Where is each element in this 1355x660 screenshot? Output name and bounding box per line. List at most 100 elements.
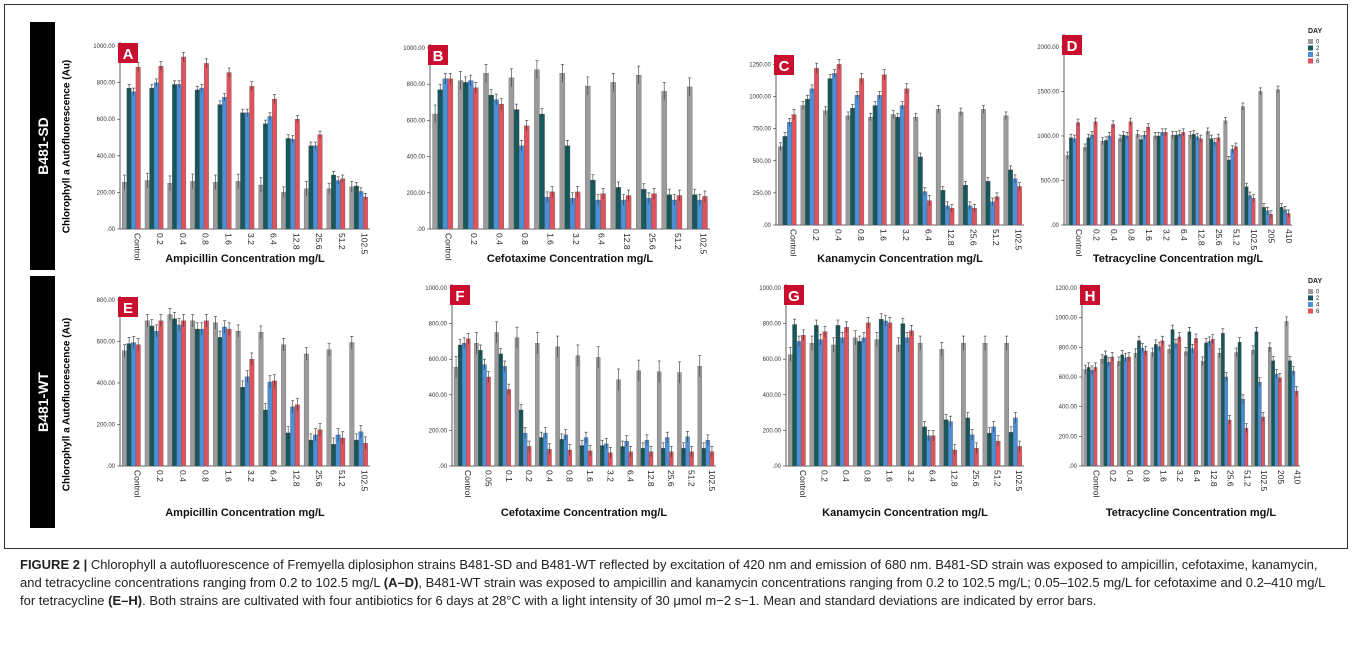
y-tick-label: 1000.00 [93, 44, 115, 50]
bar-e-day4 [244, 376, 250, 467]
bar-e-day4 [176, 324, 182, 467]
bar-b-day0 [661, 91, 667, 230]
legend-swatch [1308, 295, 1313, 301]
panel-label: E [123, 300, 133, 317]
panel-label-box [118, 297, 138, 317]
bar-g-day4 [883, 320, 888, 467]
bar-c-day2 [805, 98, 810, 226]
bar-h-day6 [1110, 356, 1115, 467]
bar-b-day0 [432, 113, 438, 230]
legend-entry: 2 [1316, 296, 1320, 302]
bar-g-day0 [1004, 343, 1010, 467]
bar-d-day6 [1093, 121, 1098, 226]
bar-c-day0 [823, 110, 829, 226]
x-tick-label: 1.6 [878, 229, 888, 241]
bar-b-day4 [468, 80, 474, 230]
bar-d-day0 [1065, 155, 1070, 226]
bar-e-day6 [181, 320, 187, 467]
bar-g-day0 [874, 339, 880, 467]
bar-d-day6 [1076, 122, 1080, 226]
x-tick-label: 51.2 [687, 470, 697, 487]
bar-e-day6 [249, 358, 255, 467]
bar-a-day6 [203, 63, 209, 230]
x-tick-label: 12.8 [646, 470, 656, 487]
bar-d-day0 [1258, 91, 1263, 226]
bar-b-day0 [483, 73, 489, 230]
bar-h-day4 [1174, 343, 1178, 467]
bar-h-day2 [1137, 340, 1141, 467]
bar-g-day4 [796, 341, 802, 467]
legend-title: DAY [1308, 278, 1322, 285]
x-tick-label: 1.6 [884, 470, 894, 482]
bar-g-day4 [948, 421, 953, 467]
bar-d-day6 [1163, 132, 1168, 226]
bar-a-day0 [349, 186, 355, 230]
x-tick-label: 410 [1293, 470, 1303, 484]
x-tick-label: 205 [1276, 470, 1286, 484]
bar-b-day0 [585, 85, 591, 230]
bar-b-day0 [559, 73, 566, 230]
bar-d-day0 [1100, 141, 1105, 226]
x-tick-label: 0.1 [504, 470, 514, 482]
bar-a-day2 [149, 87, 155, 230]
x-tick-label: 0.8 [1126, 229, 1136, 241]
bar-g-day6 [909, 330, 914, 467]
x-tick-label: Control [1074, 229, 1084, 257]
x-tick-label: 3.2 [901, 229, 911, 241]
bar-g-day4 [861, 337, 867, 467]
x-tick-label: 25.6 [1214, 229, 1224, 246]
panel-label-box [1062, 35, 1082, 55]
bar-d-day4 [1230, 149, 1235, 226]
bar-d-day4 [1195, 136, 1200, 226]
bar-h-day2 [1271, 360, 1275, 467]
x-tick-label: 51.2 [337, 470, 347, 487]
x-tick-label: 3.2 [1175, 470, 1185, 482]
bar-h-day6 [1244, 428, 1249, 467]
bar-d-day0 [1240, 106, 1245, 226]
bar-e-day0 [303, 353, 309, 467]
legend-title: DAY [1308, 28, 1322, 35]
bar-b-day6 [447, 78, 454, 230]
x-tick-label: 6.4 [596, 233, 606, 245]
bar-d-day2 [1244, 186, 1249, 226]
figure-frame [4, 4, 1348, 549]
bar-h-day6 [1177, 336, 1182, 467]
bar-g-day6 [822, 331, 828, 467]
bar-c-day6 [859, 78, 865, 226]
panel-label: D [1067, 38, 1078, 55]
row-label-wt: B481-WT [30, 276, 55, 528]
bar-c-day0 [981, 109, 986, 226]
bar-h-day2 [1221, 333, 1225, 467]
bar-b-day4 [518, 145, 525, 230]
bar-h-day6 [1093, 367, 1098, 467]
y-tick-label: 1000.00 [759, 286, 781, 292]
bar-b-day0 [686, 86, 693, 230]
bar-e-day0 [167, 314, 173, 467]
bar-e-day0 [190, 320, 196, 467]
bar-e-day2 [263, 409, 268, 467]
bar-a-day2 [194, 89, 200, 230]
bar-g-day2 [792, 324, 797, 467]
x-tick-label: 102.5 [1259, 470, 1269, 492]
bar-h-day6 [1127, 356, 1131, 467]
panel-label: C [779, 58, 790, 75]
x-tick-label: Control [788, 229, 798, 257]
bar-h-day0 [1200, 361, 1205, 467]
bar-h-day0 [1234, 352, 1239, 467]
legend-entry: 4 [1316, 53, 1320, 59]
y-tick-label: 200.00 [97, 423, 116, 429]
bar-f-day0 [677, 372, 682, 467]
bar-d-day2 [1191, 134, 1196, 226]
bar-c-day4 [809, 88, 815, 226]
bar-h-day2 [1170, 329, 1175, 467]
bar-f-day0 [596, 357, 601, 467]
bar-a-day4 [313, 145, 318, 230]
y-tick-label: 2000.00 [1037, 45, 1059, 51]
x-tick-label: 3.2 [571, 233, 581, 245]
bar-c-day4 [854, 95, 860, 226]
x-tick-label: 3.2 [1161, 229, 1171, 241]
x-tick-label: 3.2 [605, 470, 615, 482]
panel-label: F [455, 288, 464, 305]
bar-b-day6 [524, 125, 530, 230]
bar-d-day2 [1209, 138, 1214, 226]
